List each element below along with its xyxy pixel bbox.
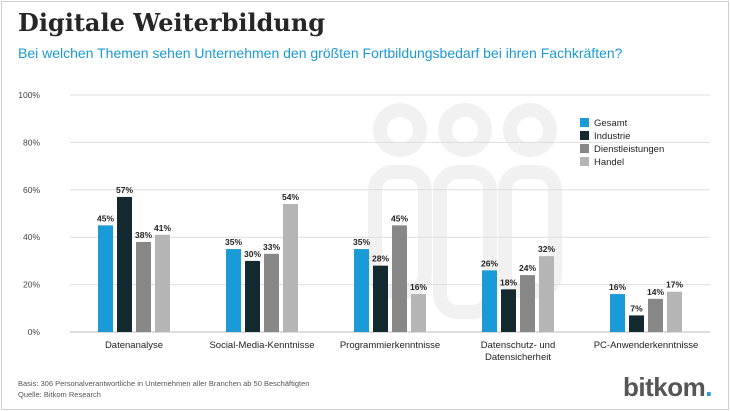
bar [648, 298, 663, 332]
bar-value-label: 38% [135, 230, 152, 240]
bar [136, 241, 151, 332]
bar-value-label: 18% [500, 277, 517, 287]
bar [501, 289, 516, 332]
bar-value-label: 16% [410, 282, 427, 292]
bar [264, 253, 279, 332]
bar-value-label: 7% [630, 303, 643, 313]
bar-value-label: 17% [666, 280, 683, 290]
bar [98, 225, 113, 332]
bar [117, 196, 132, 332]
footer-basis: Basis: 306 Personalverantwortliche in Un… [18, 379, 310, 388]
bar-value-label: 41% [154, 223, 171, 233]
legend-label: Gesamt [594, 118, 628, 129]
bar-value-label: 45% [97, 213, 114, 223]
bar-value-label: 16% [609, 282, 626, 292]
legend-label: Handel [594, 157, 624, 168]
y-tick-label: 0% [28, 327, 41, 337]
bar-value-label: 32% [538, 244, 555, 254]
y-tick-label: 40% [23, 232, 40, 242]
bar-value-label: 30% [244, 249, 261, 259]
bar [283, 204, 298, 332]
x-category-label: Datensicherheit [485, 352, 551, 363]
bar [354, 249, 369, 332]
bar-value-label: 35% [353, 237, 370, 247]
y-tick-label: 100% [18, 90, 40, 100]
bar-value-label: 24% [519, 263, 536, 273]
legend-swatch [580, 144, 589, 153]
legend-swatch [580, 131, 589, 140]
bar [629, 315, 644, 332]
bar-value-label: 28% [372, 254, 389, 264]
y-tick-label: 80% [23, 137, 40, 147]
bar-value-label: 26% [481, 258, 498, 268]
bar [373, 265, 388, 332]
bar-value-label: 33% [263, 242, 280, 252]
bar [610, 294, 625, 332]
footer-source: Quelle: Bitkom Research [18, 390, 101, 399]
bar-value-label: 57% [116, 185, 133, 195]
bar-value-label: 54% [282, 192, 299, 202]
legend-label: Industrie [594, 131, 630, 142]
chart-title: Digitale Weiterbildung [18, 8, 326, 37]
chart-subtitle: Bei welchen Themen sehen Unternehmen den… [18, 45, 623, 61]
legend-swatch [580, 157, 589, 166]
bar [539, 256, 554, 332]
bar-value-label: 35% [225, 237, 242, 247]
bar [520, 275, 535, 332]
bar [226, 249, 241, 332]
bar [392, 225, 407, 332]
y-tick-label: 60% [23, 185, 40, 195]
bar-value-label: 45% [391, 213, 408, 223]
x-category-label: Datenschutz- und [481, 340, 555, 351]
bar [245, 260, 260, 332]
bar-value-label: 14% [647, 287, 664, 297]
x-category-label: Programmierkenntnisse [340, 340, 440, 351]
bar [482, 270, 497, 332]
legend-label: Dienstleistungen [594, 144, 664, 155]
bar [411, 294, 426, 332]
x-category-label: PC-Anwenderkenntnisse [594, 340, 699, 351]
bar [667, 291, 682, 332]
x-category-label: Social-Media-Kenntnisse [209, 340, 314, 351]
x-category-label: Datenanalyse [105, 340, 163, 351]
legend-swatch [580, 118, 589, 127]
bitkom-logo: bitkom. [623, 372, 712, 402]
bar [155, 234, 170, 332]
y-tick-label: 20% [23, 280, 40, 290]
